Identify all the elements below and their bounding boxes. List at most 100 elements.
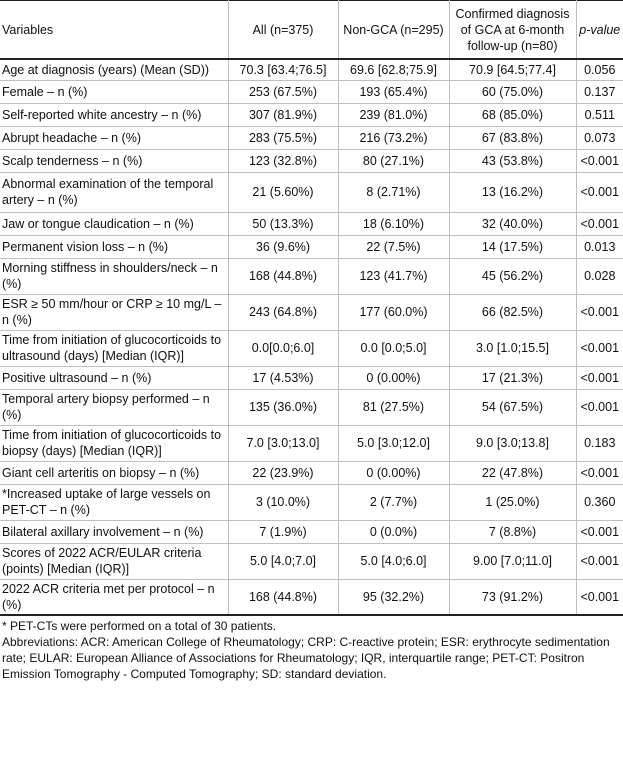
gca-value: 17 (21.3%) <box>449 366 577 390</box>
table-body: Age at diagnosis (years) (Mean (SD)) 70.3… <box>0 59 623 616</box>
gca-value: 22 (47.8%) <box>449 461 577 485</box>
non-gca-value: 0.0 [0.0;5.0] <box>338 330 450 367</box>
non-gca-value: 81 (27.5%) <box>338 389 450 426</box>
pet-ct-footnote: * PET-CTs were performed on a total of 3… <box>2 619 277 633</box>
non-gca-value: 0 (0.0%) <box>338 520 450 544</box>
table-row: Positive ultrasound – n (%) 17 (4.53%) 0 (… <box>0 366 623 390</box>
p-value: <0.001 <box>576 366 623 390</box>
p-value-label: p-value <box>579 22 621 37</box>
variable-name: Positive ultrasound – n (%) <box>0 366 229 390</box>
variable-name: Bilateral axillary involvement – n (%) <box>0 520 229 544</box>
header-row: Variables All (n=375) Non-GCA (n=295) Co… <box>0 0 623 60</box>
variable-name: Abnormal examination of the temporal art… <box>0 172 229 213</box>
table-row: *Increased uptake of large vessels on PE… <box>0 484 623 521</box>
variable-name: Scores of 2022 ACR/EULAR criteria (point… <box>0 543 229 580</box>
all-value: 168 (44.8%) <box>228 258 339 295</box>
non-gca-value: 193 (65.4%) <box>338 80 450 104</box>
gca-value: 9.0 [3.0;13.8] <box>449 425 577 462</box>
all-value: 21 (5.60%) <box>228 172 339 213</box>
non-gca-value: 5.0 [4.0;6.0] <box>338 543 450 580</box>
non-gca-value: 8 (2.71%) <box>338 172 450 213</box>
header-variables: Variables <box>0 0 229 60</box>
p-value: 0.013 <box>576 235 623 259</box>
table-row: Scores of 2022 ACR/EULAR criteria (point… <box>0 543 623 580</box>
abbreviations-footnote: Abbreviations: ACR: American College of … <box>2 635 610 681</box>
all-value: 283 (75.5%) <box>228 126 339 150</box>
non-gca-value: 95 (32.2%) <box>338 579 450 616</box>
all-value: 5.0 [4.0;7.0] <box>228 543 339 580</box>
variable-name: *Increased uptake of large vessels on PE… <box>0 484 229 521</box>
non-gca-value: 0 (0.00%) <box>338 366 450 390</box>
p-value: 0.360 <box>576 484 623 521</box>
table-row: Permanent vision loss – n (%) 36 (9.6%) 22… <box>0 235 623 259</box>
p-value: <0.001 <box>576 461 623 485</box>
all-value: 7 (1.9%) <box>228 520 339 544</box>
table-row: Self-reported white ancestry – n (%) 307 … <box>0 103 623 127</box>
table-row: Female – n (%) 253 (67.5%) 193 (65.4%) 60 (… <box>0 80 623 104</box>
all-value: 168 (44.8%) <box>228 579 339 616</box>
table-row: Scalp tenderness – n (%) 123 (32.8%) 80 (2… <box>0 149 623 173</box>
table-row: Giant cell arteritis on biopsy – n (%) 22… <box>0 461 623 485</box>
all-value: 243 (64.8%) <box>228 294 339 331</box>
all-value: 135 (36.0%) <box>228 389 339 426</box>
gca-value: 1 (25.0%) <box>449 484 577 521</box>
p-value: 0.137 <box>576 80 623 104</box>
non-gca-value: 69.6 [62.8;75.9] <box>338 59 450 81</box>
variable-name: Permanent vision loss – n (%) <box>0 235 229 259</box>
p-value: <0.001 <box>576 543 623 580</box>
variable-name: Female – n (%) <box>0 80 229 104</box>
table-row: Age at diagnosis (years) (Mean (SD)) 70.3… <box>0 59 623 81</box>
variable-name: Temporal artery biopsy performed – n (%) <box>0 389 229 426</box>
table-row: Time from initiation of glucocorticoids … <box>0 330 623 367</box>
variable-name: 2022 ACR criteria met per protocol – n (… <box>0 579 229 616</box>
p-value: <0.001 <box>576 294 623 331</box>
header-non-gca: Non-GCA (n=295) <box>338 0 450 60</box>
gca-value: 73 (91.2%) <box>449 579 577 616</box>
gca-value: 67 (83.8%) <box>449 126 577 150</box>
table-row: Abnormal examination of the temporal art… <box>0 172 623 213</box>
p-value: <0.001 <box>576 389 623 426</box>
gca-value: 13 (16.2%) <box>449 172 577 213</box>
gca-value: 70.9 [64.5;77.4] <box>449 59 577 81</box>
non-gca-value: 2 (7.7%) <box>338 484 450 521</box>
variable-name: Self-reported white ancestry – n (%) <box>0 103 229 127</box>
all-value: 253 (67.5%) <box>228 80 339 104</box>
variable-name: Jaw or tongue claudication – n (%) <box>0 212 229 236</box>
non-gca-value: 239 (81.0%) <box>338 103 450 127</box>
header-confirmed-gca: Confirmed diagnosis of GCA at 6-month fo… <box>449 0 577 60</box>
table-row: ESR ≥ 50 mm/hour or CRP ≥ 10 mg/L – n (%… <box>0 294 623 331</box>
p-value: 0.511 <box>576 103 623 127</box>
p-value: <0.001 <box>576 149 623 173</box>
p-value: <0.001 <box>576 330 623 367</box>
non-gca-value: 22 (7.5%) <box>338 235 450 259</box>
table-row: Jaw or tongue claudication – n (%) 50 (13… <box>0 212 623 236</box>
non-gca-value: 216 (73.2%) <box>338 126 450 150</box>
variable-name: Age at diagnosis (years) (Mean (SD)) <box>0 59 229 81</box>
all-value: 123 (32.8%) <box>228 149 339 173</box>
all-value: 36 (9.6%) <box>228 235 339 259</box>
p-value: <0.001 <box>576 172 623 213</box>
p-value: <0.001 <box>576 579 623 616</box>
variable-name: ESR ≥ 50 mm/hour or CRP ≥ 10 mg/L – n (%… <box>0 294 229 331</box>
variable-name: Giant cell arteritis on biopsy – n (%) <box>0 461 229 485</box>
table-row: Abrupt headache – n (%) 283 (75.5%) 216 (7… <box>0 126 623 150</box>
gca-value: 45 (56.2%) <box>449 258 577 295</box>
gca-value: 14 (17.5%) <box>449 235 577 259</box>
variable-name: Time from initiation of glucocorticoids … <box>0 330 229 367</box>
gca-value: 54 (67.5%) <box>449 389 577 426</box>
p-value: 0.028 <box>576 258 623 295</box>
gca-value: 32 (40.0%) <box>449 212 577 236</box>
p-value: 0.183 <box>576 425 623 462</box>
p-value: <0.001 <box>576 520 623 544</box>
header-all: All (n=375) <box>228 0 339 60</box>
table-notes: * PET-CTs were performed on a total of 3… <box>0 616 623 682</box>
variable-name: Time from initiation of glucocorticoids … <box>0 425 229 462</box>
all-value: 3 (10.0%) <box>228 484 339 521</box>
table-row: Temporal artery biopsy performed – n (%)… <box>0 389 623 426</box>
gca-value: 43 (53.8%) <box>449 149 577 173</box>
gca-value: 3.0 [1.0;15.5] <box>449 330 577 367</box>
table-header: Variables All (n=375) Non-GCA (n=295) Co… <box>0 0 623 60</box>
table-row: Time from initiation of glucocorticoids … <box>0 425 623 462</box>
gca-value: 60 (75.0%) <box>449 80 577 104</box>
gca-value: 66 (82.5%) <box>449 294 577 331</box>
